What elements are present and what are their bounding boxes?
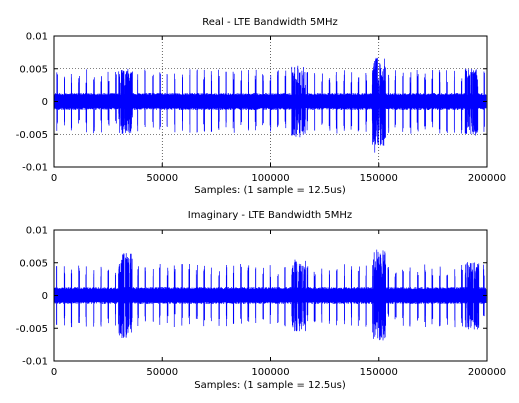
y-axis-ticks: -0.01 -0.005 0 0.005 0.01: [16, 226, 487, 368]
x-axis-ticks: 0 50000 100000 150000 200000: [51, 36, 506, 184]
y-tick-label: 0.01: [26, 32, 48, 43]
x-tick-label: 200000: [468, 367, 506, 378]
y-tick-label: -0.005: [16, 324, 48, 335]
signal-path: [54, 249, 487, 341]
x-axis-label: Samples: (1 sample = 12.5us): [194, 185, 346, 196]
y-axis-ticks: -0.01 -0.005 0 0.005 0.01: [16, 32, 487, 174]
x-tick-label: 200000: [468, 173, 506, 184]
x-tick-label: 150000: [360, 367, 398, 378]
x-axis-label: Samples: (1 sample = 12.5us): [194, 380, 346, 391]
x-tick-label: 100000: [251, 367, 289, 378]
chart-imaginary: Imaginary - LTE Bandwidth 5MHz 0 50000 100…: [16, 210, 506, 391]
x-tick-label: 0: [51, 367, 57, 378]
y-tick-label: 0.01: [26, 226, 48, 237]
y-tick-label: -0.01: [22, 163, 48, 174]
y-tick-label: 0: [42, 97, 48, 108]
y-tick-label: -0.01: [22, 357, 48, 368]
signal-trace: [54, 249, 487, 341]
x-tick-label: 0: [51, 173, 57, 184]
y-tick-label: -0.005: [16, 130, 48, 141]
chart-title: Imaginary - LTE Bandwidth 5MHz: [188, 210, 352, 221]
x-tick-label: 50000: [146, 367, 178, 378]
x-axis-ticks: 0 50000 100000 150000 200000: [51, 230, 506, 378]
chart-real: Real - LTE Bandwidth 5MHz 0 50000 100000 15…: [16, 17, 506, 196]
x-tick-label: 150000: [360, 173, 398, 184]
x-tick-label: 100000: [251, 173, 289, 184]
y-tick-label: 0: [42, 291, 48, 302]
chart-title: Real - LTE Bandwidth 5MHz: [202, 17, 338, 28]
y-tick-label: 0.005: [19, 64, 48, 75]
x-tick-label: 50000: [146, 173, 178, 184]
y-tick-label: 0.005: [19, 258, 48, 269]
